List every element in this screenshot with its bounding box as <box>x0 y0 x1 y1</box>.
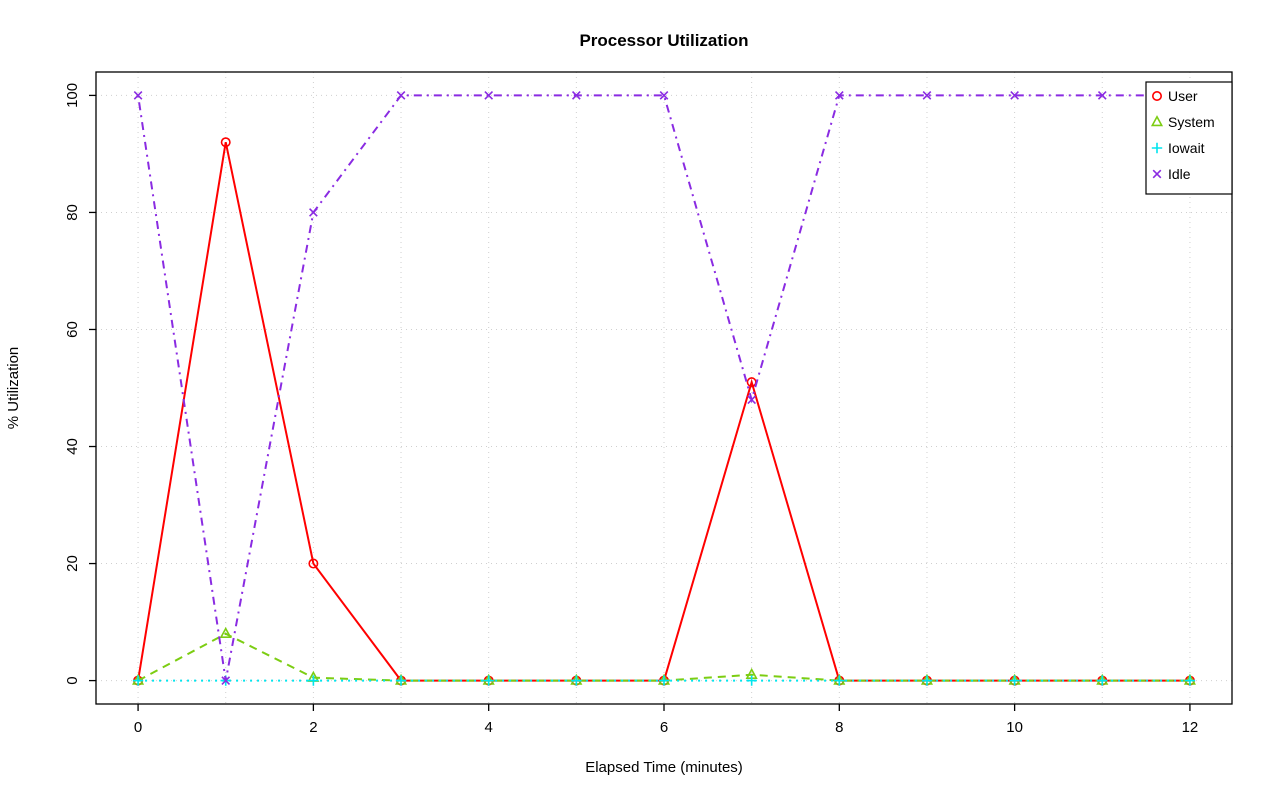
plus-marker <box>483 675 494 686</box>
circle-marker <box>220 137 231 148</box>
legend-label: Idle <box>1168 166 1191 182</box>
plus-marker <box>571 675 582 686</box>
y-tick-label: 40 <box>64 438 81 455</box>
circle-marker <box>1152 91 1163 102</box>
x-marker <box>747 395 757 405</box>
x-tick-label: 12 <box>1182 719 1199 736</box>
plus-marker <box>834 675 845 686</box>
gridlines <box>96 72 1232 704</box>
plus-marker <box>746 675 757 686</box>
x-marker <box>1097 91 1107 100</box>
x-marker <box>1010 91 1019 100</box>
plus-marker <box>395 675 407 686</box>
x-marker <box>396 91 406 100</box>
y-axis-label: % Utilization <box>5 347 22 430</box>
legend-box <box>1145 81 1233 195</box>
x-marker <box>221 676 231 685</box>
x-marker <box>571 91 581 100</box>
y-tick-label: 20 <box>64 555 81 572</box>
y-axis: 0 20 40 60 80 100 <box>64 83 96 685</box>
x-marker <box>1152 169 1162 179</box>
triangle-marker <box>1150 115 1164 127</box>
y-tick-label: 100 <box>64 83 81 108</box>
plus-marker <box>132 675 144 686</box>
plus-marker <box>921 675 933 686</box>
x-marker <box>659 91 669 100</box>
y-tick-label: 80 <box>64 204 81 221</box>
x-marker <box>484 91 494 100</box>
triangle-marker <box>219 626 232 638</box>
x-tick-label: 6 <box>660 719 668 736</box>
legend-label: System <box>1168 114 1215 130</box>
circle-marker <box>308 558 319 569</box>
plus-marker <box>1009 675 1020 686</box>
legend: User System Iowait Idle <box>1145 81 1233 195</box>
legend-label: User <box>1168 88 1198 104</box>
plus-marker <box>1184 675 1196 686</box>
x-tick-label: 4 <box>485 719 493 736</box>
x-axis: 0 2 4 6 8 10 12 <box>134 704 1198 736</box>
x-tick-label: 8 <box>835 719 843 736</box>
plus-marker <box>658 675 670 686</box>
x-tick-label: 2 <box>309 719 317 736</box>
x-marker <box>309 208 318 217</box>
series-idle <box>133 91 1195 685</box>
y-tick-label: 60 <box>64 321 81 338</box>
legend-label: Iowait <box>1168 140 1205 156</box>
plus-marker <box>308 675 319 686</box>
y-tick-label: 0 <box>64 676 81 684</box>
x-tick-label: 10 <box>1006 719 1023 736</box>
x-axis-label: Elapsed Time (minutes) <box>585 759 743 776</box>
x-marker <box>834 91 844 100</box>
series-iowait <box>132 675 1196 686</box>
plus-marker <box>1151 142 1163 154</box>
chart-title: Processor Utilization <box>579 31 748 50</box>
x-marker <box>922 91 932 100</box>
plus-marker <box>1097 675 1108 686</box>
x-marker <box>133 91 143 100</box>
x-tick-label: 0 <box>134 719 142 736</box>
